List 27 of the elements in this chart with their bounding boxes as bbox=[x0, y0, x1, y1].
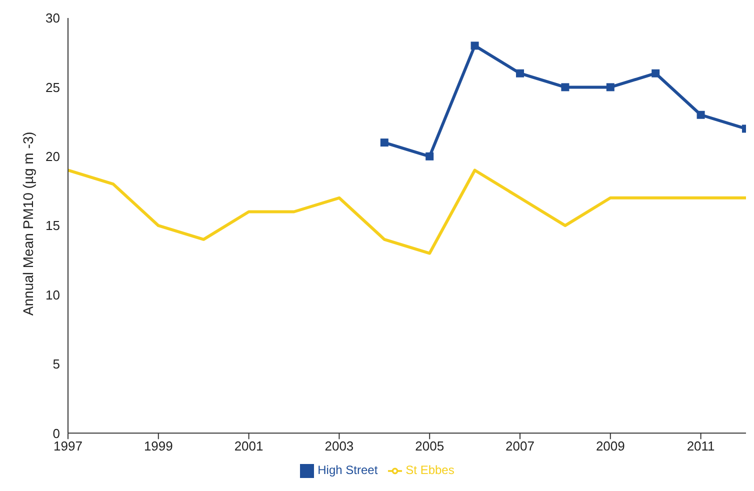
y-tick-label: 15 bbox=[46, 218, 60, 234]
point bbox=[470, 42, 479, 50]
x-tick-label: 1997 bbox=[54, 438, 82, 454]
y-tick-label: 20 bbox=[46, 149, 60, 164]
point bbox=[696, 110, 705, 119]
line-series bbox=[68, 168, 746, 255]
x-tick-label: 2007 bbox=[506, 438, 534, 454]
y-tick-label: 25 bbox=[46, 80, 60, 95]
y-tick-label: 30 bbox=[46, 10, 60, 26]
point bbox=[606, 83, 614, 92]
x-tick-label: 2001 bbox=[234, 438, 264, 454]
x-tick-label: 2005 bbox=[415, 438, 444, 454]
x-tick-label: 2009 bbox=[596, 438, 625, 454]
y-tick-label: 0 bbox=[52, 426, 60, 441]
point bbox=[516, 69, 524, 78]
y-axis-title: Annual Mean PM10 (µg m -3) bbox=[20, 132, 36, 316]
point bbox=[652, 69, 660, 78]
point bbox=[561, 83, 570, 92]
point bbox=[426, 152, 434, 160]
x-tick-label: 2011 bbox=[686, 438, 715, 454]
x-tick-label: 2003 bbox=[324, 438, 354, 454]
legend-label: St Ebbes bbox=[406, 463, 454, 478]
legend-label: High Street bbox=[318, 463, 378, 478]
y-tick-label: 10 bbox=[46, 287, 60, 302]
y-tick-label: 5 bbox=[52, 356, 60, 372]
point bbox=[380, 138, 388, 147]
x-tick-label: 1999 bbox=[144, 438, 173, 454]
